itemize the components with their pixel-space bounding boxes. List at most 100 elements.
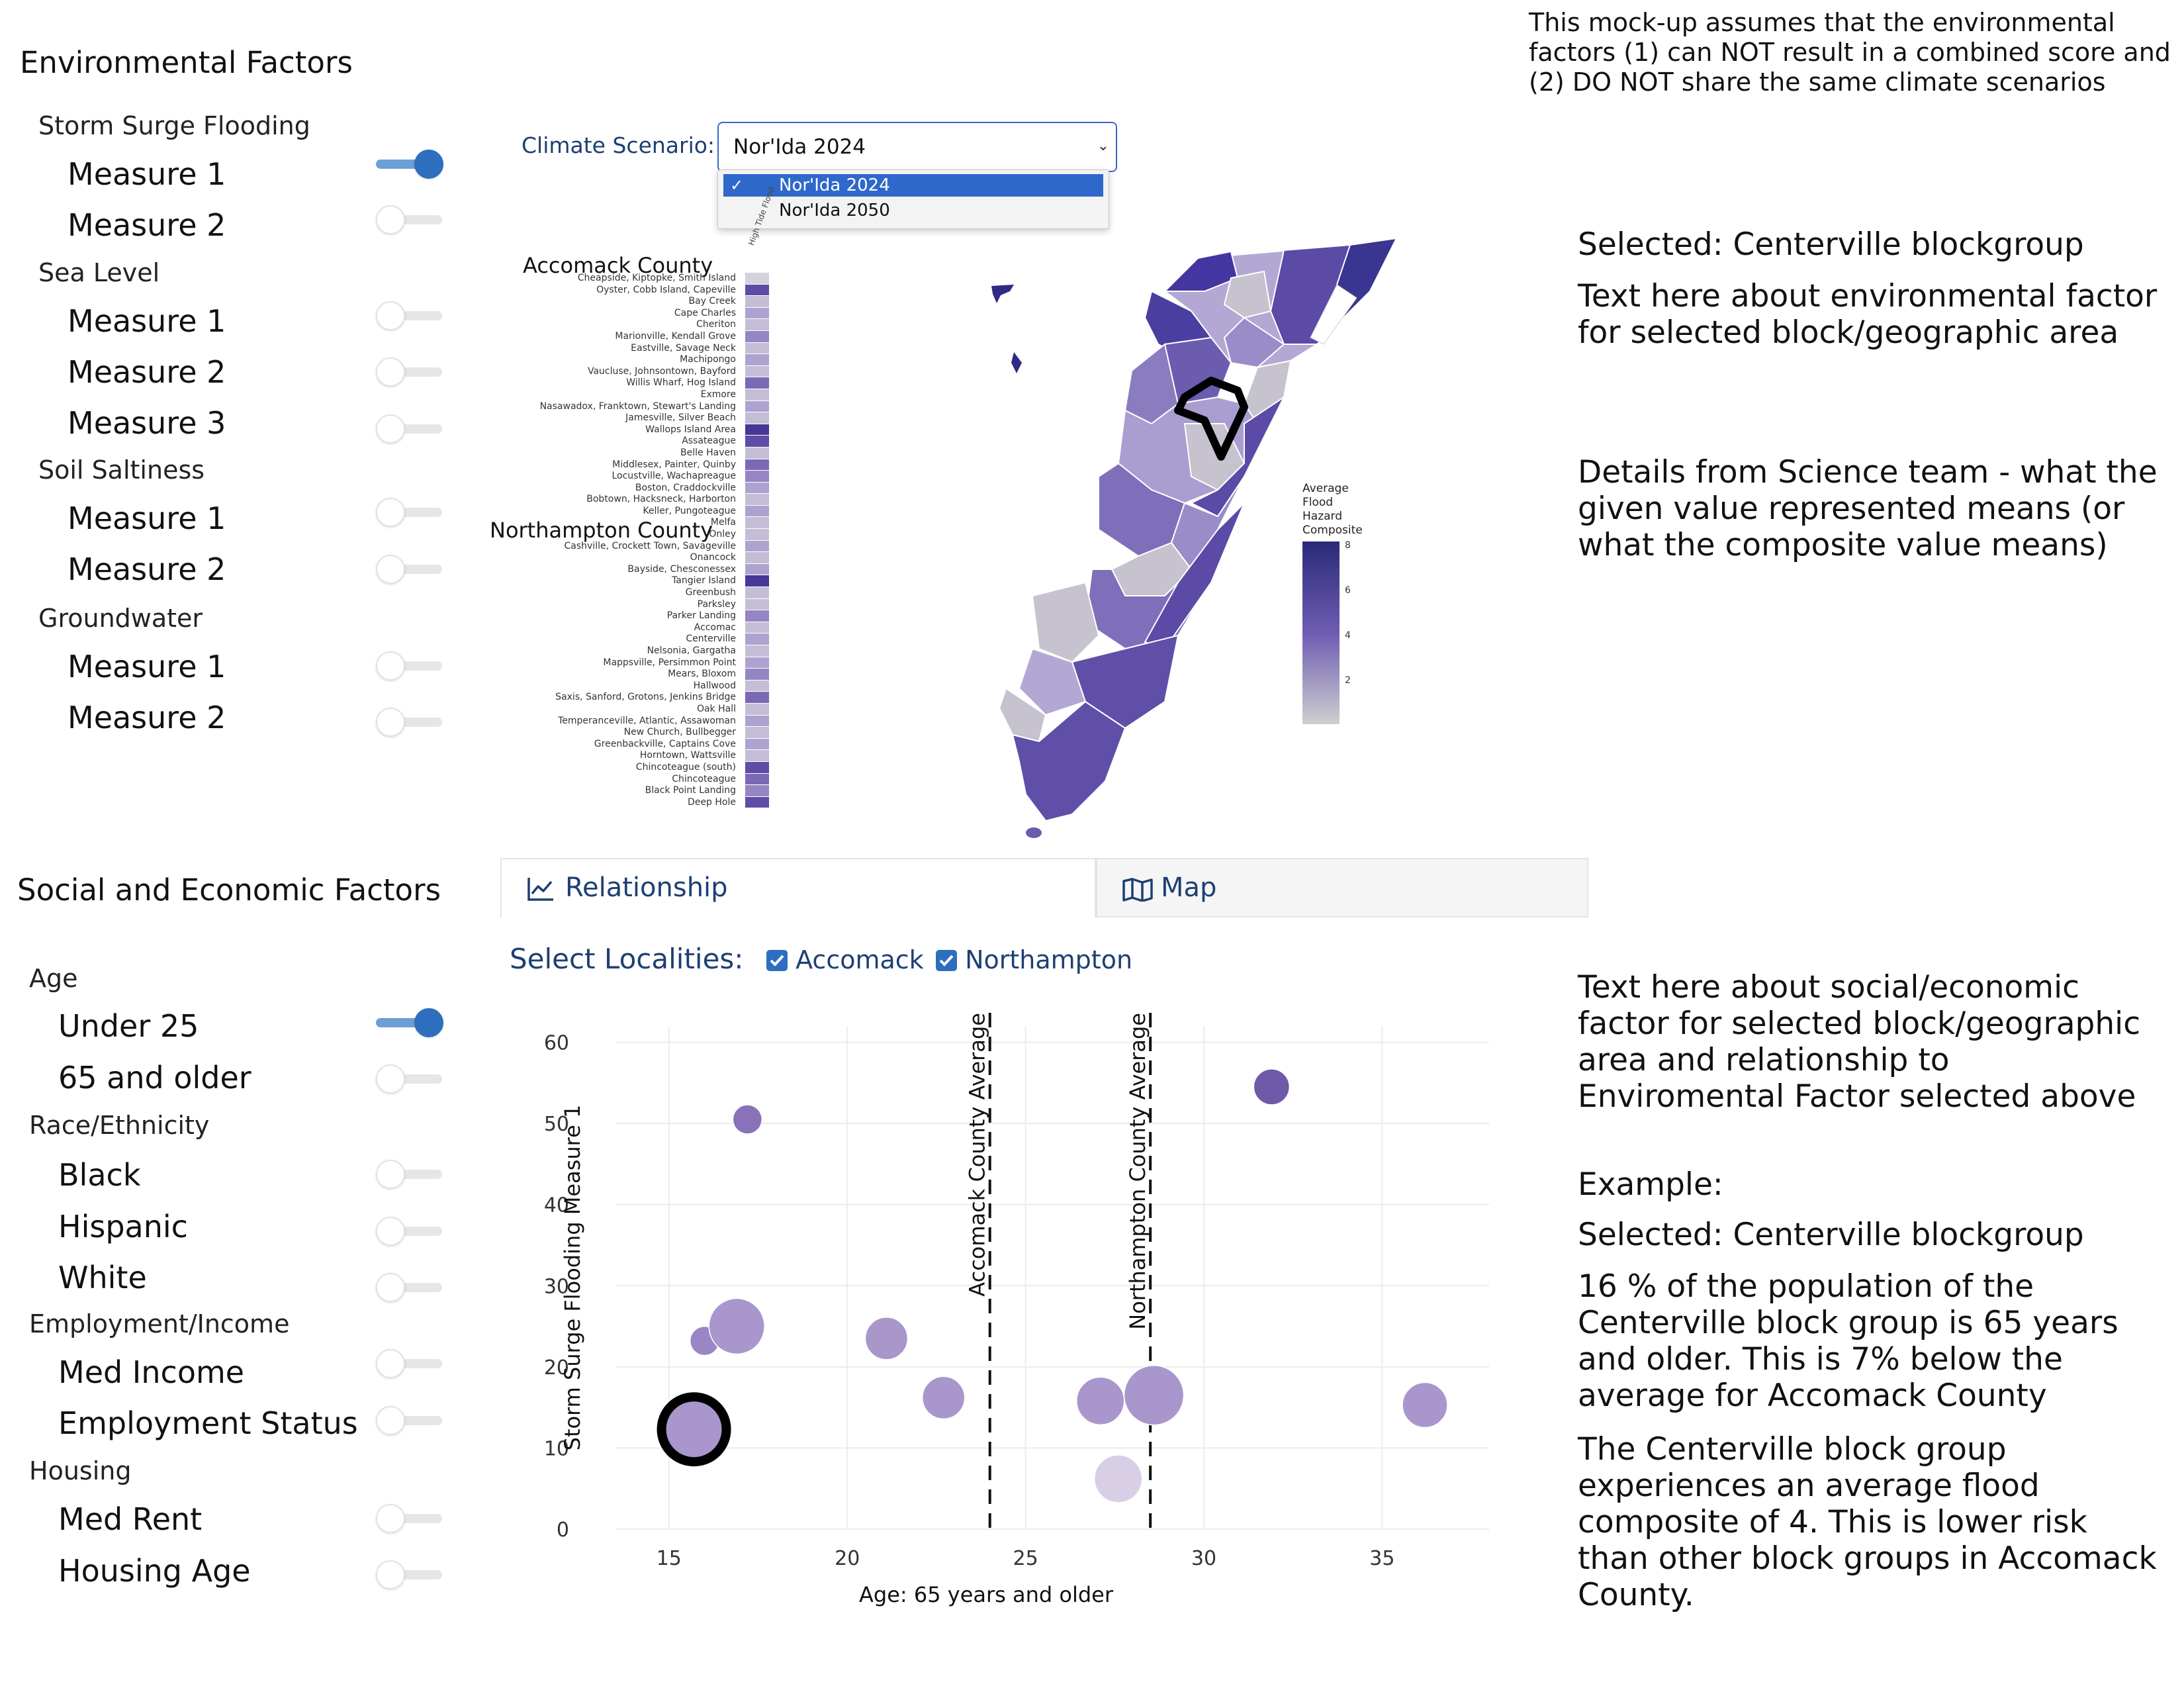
heatmap-cell[interactable] <box>745 563 769 576</box>
map-region[interactable] <box>1223 316 1285 369</box>
heatmap-cell[interactable] <box>745 505 769 518</box>
heatmap-cell[interactable] <box>745 424 769 436</box>
scatter-point[interactable] <box>708 1297 765 1355</box>
social-med-rent-toggle[interactable] <box>376 1504 442 1534</box>
env-soil-measure1-toggle[interactable] <box>376 498 442 528</box>
heatmap-cell[interactable] <box>745 389 769 401</box>
heatmap-cell[interactable] <box>745 296 769 308</box>
heatmap-cell[interactable] <box>745 284 769 297</box>
heatmap-cell[interactable] <box>745 669 769 680</box>
heatmap-cell[interactable] <box>745 447 769 459</box>
heatmap-cell[interactable] <box>745 645 769 657</box>
heatmap-cell[interactable] <box>745 575 769 588</box>
heatmap-cell[interactable] <box>745 703 769 716</box>
heatmap-cell[interactable] <box>745 400 769 413</box>
map-island[interactable] <box>991 285 1014 303</box>
heatmap-cell[interactable] <box>745 796 769 809</box>
heatmap-cell[interactable] <box>745 622 769 634</box>
map-region[interactable] <box>1223 270 1272 319</box>
social-white-toggle[interactable] <box>376 1273 442 1303</box>
env-storm-measure2-toggle[interactable] <box>376 205 442 236</box>
map-island[interactable] <box>1011 352 1022 373</box>
env-sea-measure1-toggle[interactable] <box>376 301 442 332</box>
heatmap-cell[interactable] <box>745 342 769 355</box>
heatmap-cell[interactable] <box>745 365 769 378</box>
map-region[interactable] <box>1144 502 1245 650</box>
map-region[interactable] <box>1163 250 1239 292</box>
map-region[interactable] <box>1031 581 1100 663</box>
heatmap-cell[interactable] <box>745 598 769 611</box>
heatmap-cell[interactable] <box>745 680 769 692</box>
map-region[interactable] <box>1011 700 1126 822</box>
climate-option-label: Nor'Ida 2024 <box>779 175 890 195</box>
heatmap-cell[interactable] <box>745 354 769 366</box>
env-storm-measure1-toggle[interactable] <box>376 150 443 180</box>
heatmap-cell[interactable] <box>745 517 769 530</box>
flood-hazard-map[interactable] <box>979 225 1416 847</box>
social-employment-toggle[interactable] <box>376 1406 442 1436</box>
heatmap-cell[interactable] <box>745 273 769 285</box>
map-region[interactable] <box>1189 395 1286 518</box>
social-65older-toggle[interactable] <box>376 1064 442 1095</box>
heatmap-cell[interactable] <box>745 307 769 320</box>
heatmap-cell[interactable] <box>745 319 769 331</box>
locality-northampton[interactable]: Northampton <box>936 945 1132 974</box>
scatter-point[interactable] <box>921 1376 966 1420</box>
selected-blockgroup-outline[interactable] <box>1174 377 1248 461</box>
heatmap-cell[interactable] <box>745 727 769 739</box>
climate-option-2024[interactable]: ✓ Nor'Ida 2024 <box>723 174 1103 197</box>
heatmap-cell[interactable] <box>745 552 769 564</box>
map-region[interactable] <box>1026 827 1042 838</box>
scatter-point[interactable] <box>1253 1068 1291 1105</box>
scatter-point[interactable] <box>732 1104 763 1135</box>
heatmap-cell[interactable] <box>745 738 769 751</box>
checkbox-checked-icon[interactable] <box>766 950 788 971</box>
heatmap-cell[interactable] <box>745 494 769 506</box>
social-hispanic-toggle[interactable] <box>376 1217 442 1247</box>
heatmap-cell[interactable] <box>745 587 769 599</box>
env-soil-measure2-toggle[interactable] <box>376 555 442 585</box>
heatmap-cell[interactable] <box>745 633 769 645</box>
heatmap-cell[interactable] <box>745 412 769 424</box>
heatmap-cell[interactable] <box>745 657 769 669</box>
heatmap-cell[interactable] <box>745 610 769 622</box>
social-factor-description: Text here about social/economic factor f… <box>1578 969 2141 1115</box>
heatmap-cell[interactable] <box>745 529 769 541</box>
locality-accomack[interactable]: Accomack <box>766 945 924 974</box>
climate-option-2050[interactable]: Nor'Ida 2050 <box>723 199 1103 222</box>
social-black-toggle[interactable] <box>376 1160 442 1190</box>
heatmap-cell[interactable] <box>745 471 769 483</box>
heatmap-cell[interactable] <box>745 540 769 553</box>
scatter-point[interactable] <box>1075 1376 1125 1426</box>
heatmap-cell[interactable] <box>745 692 769 704</box>
scatter-point[interactable] <box>1123 1364 1185 1426</box>
climate-scenario-select[interactable]: Nor'Ida 2024 ⌄ <box>717 122 1117 172</box>
heatmap-cell[interactable] <box>745 377 769 389</box>
social-med-income-toggle[interactable] <box>376 1349 442 1380</box>
heatmap-cell[interactable] <box>745 436 769 447</box>
map-region[interactable] <box>1018 647 1087 716</box>
social-housing-age-toggle[interactable] <box>376 1560 442 1591</box>
heatmap-cell[interactable] <box>745 482 769 494</box>
heatmap-cell[interactable] <box>745 330 769 343</box>
heatmap-cell[interactable] <box>745 459 769 471</box>
heatmap-cell[interactable] <box>745 761 769 774</box>
heatmap-row-label: Parker Landing <box>666 610 736 622</box>
env-ground-measure1-toggle[interactable] <box>376 651 442 682</box>
scatter-point[interactable] <box>1093 1454 1143 1503</box>
scatter-point[interactable] <box>864 1317 909 1360</box>
tab-relationship[interactable]: Relationship <box>500 858 1096 917</box>
tab-map[interactable]: Map <box>1096 858 1588 917</box>
env-sea-measure3-toggle[interactable] <box>376 414 442 445</box>
checkbox-checked-icon[interactable] <box>936 950 957 971</box>
env-ground-measure2-toggle[interactable] <box>376 708 442 738</box>
scatter-chart[interactable]: 0 10 20 30 40 50 60 15 20 25 30 35 Age: 65 years and… <box>516 993 1509 1628</box>
heatmap-cell[interactable] <box>745 785 769 797</box>
selected-point[interactable] <box>657 1392 731 1467</box>
heatmap-cell[interactable] <box>745 715 769 727</box>
heatmap-cell[interactable] <box>745 773 769 786</box>
heatmap-cell[interactable] <box>745 750 769 762</box>
social-under25-toggle[interactable] <box>376 1008 443 1039</box>
env-sea-measure2-toggle[interactable] <box>376 357 442 388</box>
scatter-point[interactable] <box>1402 1382 1448 1429</box>
